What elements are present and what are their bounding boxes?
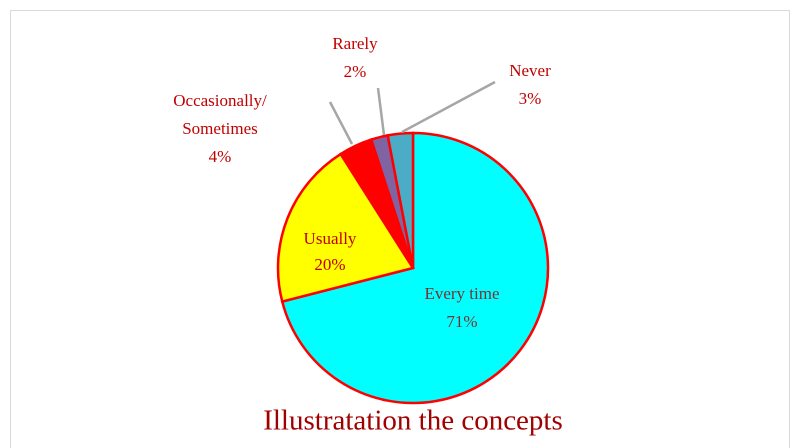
pie-slice [280, 131, 550, 405]
slice-label: Usually [304, 229, 357, 248]
slice-value-label: 2% [344, 62, 367, 81]
pie-slice [276, 152, 415, 304]
slice-value-label: 71% [446, 312, 477, 331]
slice-value-label: 3% [519, 89, 542, 108]
slice-label: Occasionally/Sometimes [173, 91, 267, 138]
slice-label: Every time [424, 284, 499, 303]
leader-line [401, 80, 496, 134]
slice-value-label: 4% [209, 147, 232, 166]
leader-line [376, 87, 386, 136]
slice-label: Never [509, 61, 551, 80]
slice-value-label: 20% [314, 255, 345, 274]
leader-line [328, 101, 354, 145]
slice-label: Rarely [332, 34, 378, 53]
pie-slice [386, 131, 415, 269]
chart-title: Illustratation the concepts [263, 405, 563, 437]
